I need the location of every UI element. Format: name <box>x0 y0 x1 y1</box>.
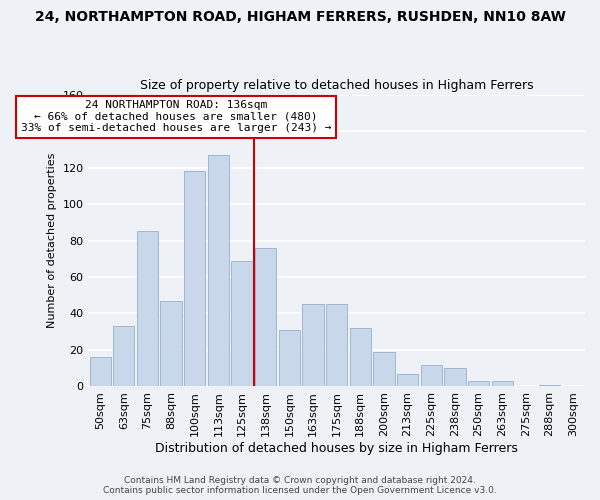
Bar <box>468 381 489 386</box>
Text: Contains HM Land Registry data © Crown copyright and database right 2024.
Contai: Contains HM Land Registry data © Crown c… <box>103 476 497 495</box>
Bar <box>539 384 560 386</box>
X-axis label: Distribution of detached houses by size in Higham Ferrers: Distribution of detached houses by size … <box>155 442 518 455</box>
Text: 24 NORTHAMPTON ROAD: 136sqm
← 66% of detached houses are smaller (480)
33% of se: 24 NORTHAMPTON ROAD: 136sqm ← 66% of det… <box>20 100 331 133</box>
Bar <box>373 352 395 386</box>
Bar <box>350 328 371 386</box>
Bar <box>208 155 229 386</box>
Bar <box>89 358 111 386</box>
Bar <box>421 364 442 386</box>
Bar <box>302 304 323 386</box>
Bar <box>279 330 300 386</box>
Bar <box>137 232 158 386</box>
Y-axis label: Number of detached properties: Number of detached properties <box>47 153 57 328</box>
Bar <box>444 368 466 386</box>
Bar <box>491 381 513 386</box>
Bar <box>255 248 277 386</box>
Bar <box>184 171 205 386</box>
Bar <box>232 260 253 386</box>
Bar <box>326 304 347 386</box>
Bar <box>113 326 134 386</box>
Text: 24, NORTHAMPTON ROAD, HIGHAM FERRERS, RUSHDEN, NN10 8AW: 24, NORTHAMPTON ROAD, HIGHAM FERRERS, RU… <box>35 10 565 24</box>
Bar <box>160 300 182 386</box>
Bar <box>397 374 418 386</box>
Title: Size of property relative to detached houses in Higham Ferrers: Size of property relative to detached ho… <box>140 79 533 92</box>
